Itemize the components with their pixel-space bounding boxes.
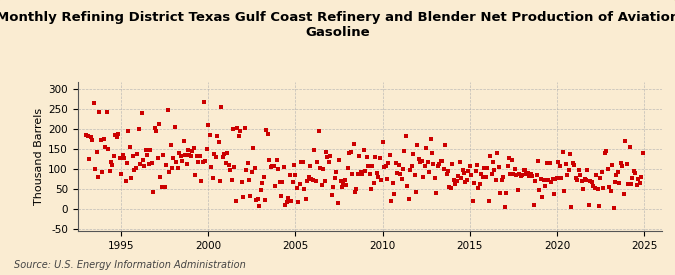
Point: [554, 164, 565, 168]
Point: [261, 128, 272, 133]
Point: [323, 160, 334, 164]
Point: [145, 148, 156, 153]
Point: [588, 183, 599, 188]
Point: [238, 195, 248, 199]
Point: [402, 184, 412, 188]
Point: [105, 160, 116, 164]
Point: [524, 174, 535, 178]
Point: [88, 100, 99, 105]
Point: [476, 172, 487, 177]
Point: [122, 160, 132, 165]
Point: [183, 148, 194, 152]
Point: [329, 176, 340, 181]
Point: [361, 155, 372, 160]
Point: [255, 187, 266, 192]
Point: [319, 179, 330, 183]
Point: [553, 160, 564, 164]
Point: [405, 168, 416, 172]
Point: [159, 184, 170, 189]
Point: [294, 182, 305, 186]
Text: Monthly Refining District Texas Gulf Coast Refinery and Blender Net Production o: Monthly Refining District Texas Gulf Coa…: [0, 11, 675, 39]
Point: [446, 185, 456, 190]
Point: [232, 125, 243, 130]
Point: [280, 203, 291, 208]
Point: [610, 180, 620, 185]
Point: [252, 197, 263, 201]
Point: [151, 128, 161, 133]
Point: [633, 177, 644, 181]
Point: [207, 176, 218, 181]
Point: [423, 160, 433, 164]
Point: [177, 159, 188, 163]
Point: [220, 161, 231, 165]
Point: [435, 158, 446, 163]
Point: [140, 148, 151, 152]
Point: [433, 164, 443, 169]
Point: [485, 154, 495, 158]
Point: [87, 138, 98, 142]
Point: [210, 155, 221, 159]
Point: [364, 172, 375, 176]
Point: [103, 147, 113, 151]
Point: [356, 170, 367, 174]
Point: [328, 185, 339, 189]
Point: [225, 167, 236, 172]
Point: [143, 162, 154, 167]
Point: [263, 132, 273, 136]
Point: [492, 151, 503, 156]
Point: [167, 166, 178, 170]
Point: [146, 160, 157, 165]
Point: [289, 163, 300, 167]
Point: [447, 161, 458, 166]
Text: Source: U.S. Energy Information Administration: Source: U.S. Energy Information Administ…: [14, 260, 245, 270]
Point: [277, 180, 288, 184]
Point: [213, 140, 224, 144]
Point: [551, 175, 562, 180]
Point: [604, 185, 615, 189]
Point: [607, 163, 618, 167]
Point: [543, 177, 554, 182]
Point: [456, 176, 466, 180]
Point: [628, 169, 639, 173]
Point: [338, 182, 349, 186]
Point: [347, 172, 358, 176]
Point: [566, 205, 577, 209]
Point: [155, 175, 166, 179]
Point: [133, 126, 144, 131]
Point: [367, 164, 378, 168]
Point: [246, 170, 257, 174]
Point: [176, 153, 186, 158]
Point: [165, 143, 176, 147]
Point: [81, 133, 92, 138]
Point: [286, 199, 296, 203]
Point: [472, 163, 483, 167]
Point: [601, 149, 612, 153]
Point: [618, 191, 629, 196]
Point: [303, 175, 314, 180]
Point: [512, 188, 523, 192]
Point: [414, 157, 425, 161]
Point: [626, 182, 637, 187]
Point: [85, 135, 96, 139]
Point: [482, 166, 493, 170]
Point: [489, 168, 500, 172]
Point: [321, 150, 331, 155]
Point: [168, 156, 179, 160]
Point: [284, 173, 295, 177]
Point: [313, 129, 324, 133]
Point: [437, 159, 448, 164]
Point: [429, 176, 440, 180]
Point: [444, 185, 455, 189]
Point: [82, 133, 93, 138]
Point: [434, 162, 445, 167]
Point: [283, 196, 294, 200]
Point: [275, 193, 286, 198]
Point: [515, 174, 526, 178]
Point: [487, 160, 498, 164]
Point: [453, 174, 464, 178]
Point: [502, 164, 513, 168]
Point: [598, 186, 609, 190]
Point: [460, 180, 471, 184]
Point: [570, 175, 581, 180]
